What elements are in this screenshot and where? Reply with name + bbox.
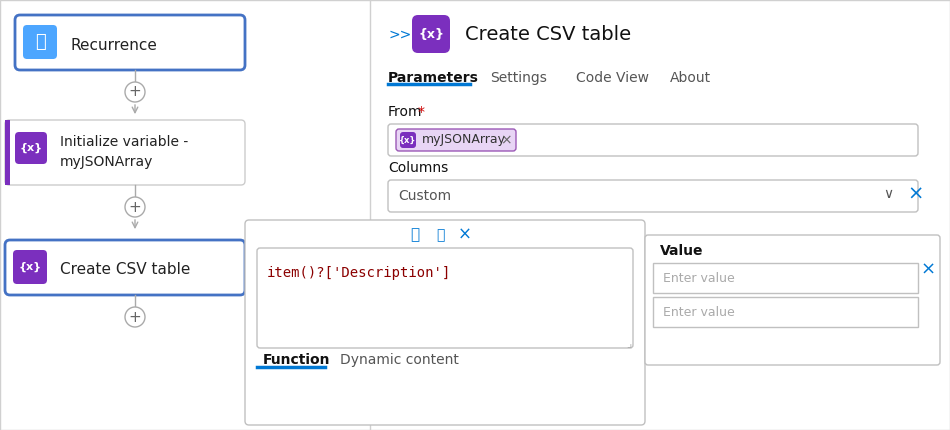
Text: From: From: [388, 105, 423, 119]
Text: Create CSV table: Create CSV table: [60, 262, 190, 277]
Text: +: +: [128, 200, 142, 215]
FancyBboxPatch shape: [396, 129, 516, 151]
Text: {x}: {x}: [418, 28, 444, 40]
FancyBboxPatch shape: [257, 248, 633, 348]
Bar: [653, 297, 918, 327]
Text: ∨: ∨: [883, 187, 893, 201]
Circle shape: [125, 197, 145, 217]
Text: >>: >>: [388, 28, 411, 42]
Text: *: *: [418, 105, 425, 119]
Text: Enter value: Enter value: [663, 271, 734, 285]
Text: Recurrence: Recurrence: [70, 37, 157, 52]
Text: ⓘ: ⓘ: [410, 227, 420, 243]
Bar: [5, 120, 10, 185]
Text: Parameters: Parameters: [388, 71, 479, 85]
FancyBboxPatch shape: [23, 25, 57, 59]
Text: ×: ×: [458, 226, 472, 244]
Text: Enter value: Enter value: [663, 305, 734, 319]
Text: ⌟: ⌟: [626, 339, 632, 349]
FancyBboxPatch shape: [388, 124, 918, 156]
Text: Function: Function: [263, 353, 331, 367]
FancyBboxPatch shape: [412, 15, 450, 53]
Text: About: About: [670, 71, 712, 85]
Text: Settings: Settings: [490, 71, 547, 85]
FancyBboxPatch shape: [5, 120, 245, 185]
Text: +: +: [128, 85, 142, 99]
Text: ×: ×: [921, 261, 936, 279]
FancyBboxPatch shape: [15, 132, 47, 164]
FancyBboxPatch shape: [400, 132, 416, 148]
Circle shape: [125, 307, 145, 327]
Text: Columns: Columns: [388, 161, 448, 175]
Text: +: +: [128, 310, 142, 325]
Text: Dynamic content: Dynamic content: [340, 353, 459, 367]
Text: Initialize variable -: Initialize variable -: [60, 135, 188, 149]
Text: {x}: {x}: [18, 262, 42, 272]
Text: myJSONArray: myJSONArray: [60, 155, 153, 169]
Text: ⏰: ⏰: [34, 33, 46, 51]
Text: Create CSV table: Create CSV table: [465, 25, 631, 43]
Text: Value: Value: [660, 244, 704, 258]
Bar: [653, 263, 918, 293]
FancyBboxPatch shape: [15, 15, 245, 70]
FancyBboxPatch shape: [245, 220, 645, 425]
Text: item()?['Description']: item()?['Description']: [267, 266, 451, 280]
FancyBboxPatch shape: [388, 180, 918, 212]
Text: Code View: Code View: [576, 71, 649, 85]
FancyBboxPatch shape: [645, 235, 940, 365]
Text: ⤢: ⤢: [436, 228, 445, 242]
FancyBboxPatch shape: [13, 250, 47, 284]
Text: Custom: Custom: [398, 189, 451, 203]
Text: {x}: {x}: [19, 143, 43, 153]
Text: ×: ×: [908, 184, 924, 203]
Text: {x}: {x}: [399, 135, 417, 144]
Bar: [5, 120, 10, 185]
Circle shape: [125, 82, 145, 102]
Text: myJSONArray: myJSONArray: [422, 133, 506, 147]
FancyBboxPatch shape: [5, 240, 245, 295]
Text: ×: ×: [500, 133, 512, 147]
